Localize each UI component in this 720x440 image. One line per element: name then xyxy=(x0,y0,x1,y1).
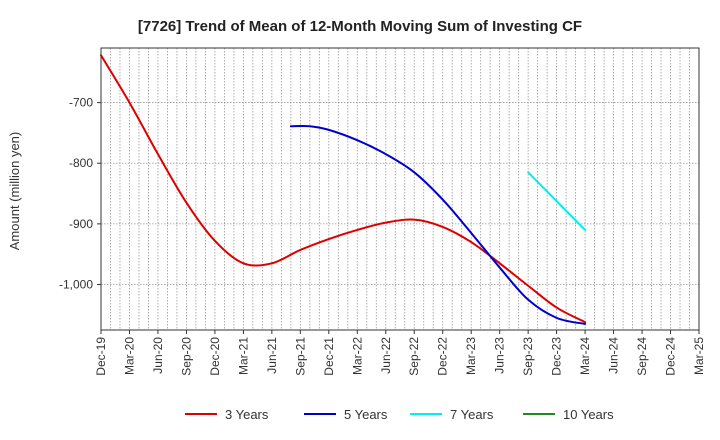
plot-area xyxy=(101,48,699,330)
x-tick-label: Mar-20 xyxy=(122,337,136,375)
legend-label-7-years: 7 Years xyxy=(450,407,494,422)
x-tick-label: Sep-21 xyxy=(293,337,307,376)
series-line-5-years xyxy=(289,124,587,325)
x-tick-label: Jun-21 xyxy=(265,337,279,374)
x-tick-label: Jun-23 xyxy=(493,337,507,374)
series-layer xyxy=(100,54,587,325)
y-axis-label: Amount (million yen) xyxy=(7,132,22,251)
legend-label-3-years: 3 Years xyxy=(225,407,269,422)
y-axis-ticks: -700 -800 -900 -1,000 xyxy=(59,96,101,292)
x-tick-label: Mar-22 xyxy=(350,337,364,375)
x-tick-label: Dec-20 xyxy=(208,337,222,376)
plot-background xyxy=(101,48,699,330)
x-tick-label: Mar-21 xyxy=(236,337,250,375)
x-tick-label: Dec-24 xyxy=(664,337,678,376)
plot-frame xyxy=(100,47,700,331)
y-tick-label: -700 xyxy=(69,96,93,110)
x-tick-label: Sep-24 xyxy=(635,337,649,376)
x-tick-label: Mar-24 xyxy=(578,337,592,375)
x-tick-label: Dec-21 xyxy=(322,337,336,376)
x-tick-label: Sep-22 xyxy=(407,337,421,376)
series-line-7-years xyxy=(527,171,587,231)
y-tick-label: -1,000 xyxy=(59,278,93,292)
x-tick-label: Dec-19 xyxy=(94,337,108,376)
x-tick-label: Sep-23 xyxy=(521,337,535,376)
x-tick-label: Sep-20 xyxy=(179,337,193,376)
series-line-3-years xyxy=(100,54,587,324)
x-tick-label: Mar-23 xyxy=(464,337,478,375)
plot-border xyxy=(100,47,700,331)
legend-label-5-years: 5 Years xyxy=(344,407,388,422)
x-tick-label: Jun-24 xyxy=(607,337,621,374)
chart-title: [7726] Trend of Mean of 12-Month Moving … xyxy=(138,18,582,35)
x-tick-label: Dec-22 xyxy=(436,337,450,376)
x-tick-label: Jun-20 xyxy=(151,337,165,374)
x-tick-label: Jun-22 xyxy=(379,337,393,374)
y-tick-label: -900 xyxy=(69,217,93,231)
x-axis-ticks: Dec-19 Mar-20 Jun-20 Sep-20 Dec-20 Mar-21 Jun-… xyxy=(94,330,706,376)
legend-label-10-years: 10 Years xyxy=(563,407,614,422)
x-tick-label: Mar-25 xyxy=(692,337,706,375)
x-tick-label: Dec-23 xyxy=(550,337,564,376)
y-tick-label: -800 xyxy=(69,156,93,170)
legend: 3 Years 5 Years 7 Years 10 Years xyxy=(185,407,614,422)
